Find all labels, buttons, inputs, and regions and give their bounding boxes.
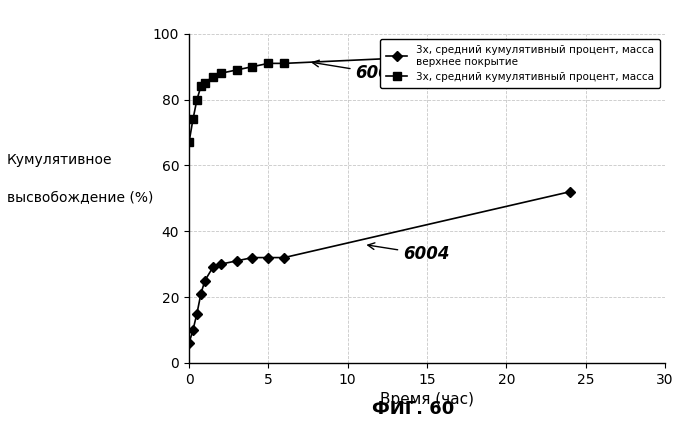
Text: ФИГ. 60: ФИГ. 60 xyxy=(372,400,454,418)
3х, средний кумулятивный процент, масса
верхнее покрытие xyxy=(248,255,257,260)
3х, средний кумулятивный процент, масса xyxy=(201,81,209,86)
3х, средний кумулятивный процент, масса
верхнее покрытие xyxy=(197,291,205,296)
3х, средний кумулятивный процент, масса
верхнее покрытие xyxy=(185,341,193,346)
Line: 3х, средний кумулятивный процент, масса
верхнее покрытие: 3х, средний кумулятивный процент, масса … xyxy=(186,188,573,346)
Text: 6002: 6002 xyxy=(312,60,402,82)
3х, средний кумулятивный процент, масса
верхнее покрытие xyxy=(216,262,225,267)
Text: Кумулятивное: Кумулятивное xyxy=(7,153,113,168)
3х, средний кумулятивный процент, масса
верхнее покрытие xyxy=(280,255,288,260)
3х, средний кумулятивный процент, масса
верхнее покрытие xyxy=(209,265,217,270)
3х, средний кумулятивный процент, масса xyxy=(197,84,205,89)
Text: высвобождение (%): высвобождение (%) xyxy=(7,191,153,206)
3х, средний кумулятивный процент, масса xyxy=(216,71,225,76)
3х, средний кумулятивный процент, масса xyxy=(232,68,241,73)
3х, средний кумулятивный процент, масса
верхнее покрытие xyxy=(566,189,574,194)
3х, средний кумулятивный процент, масса xyxy=(193,97,201,102)
3х, средний кумулятивный процент, масса xyxy=(566,48,574,53)
3х, средний кумулятивный процент, масса xyxy=(185,140,193,145)
X-axis label: Время (час): Время (час) xyxy=(380,392,474,407)
3х, средний кумулятивный процент, масса xyxy=(280,61,288,66)
3х, средний кумулятивный процент, масса
верхнее покрытие xyxy=(201,278,209,283)
3х, средний кумулятивный процент, масса xyxy=(209,74,217,79)
3х, средний кумулятивный процент, масса xyxy=(189,117,197,122)
Text: 6004: 6004 xyxy=(368,243,449,263)
3х, средний кумулятивный процент, масса
верхнее покрытие xyxy=(193,311,201,316)
3х, средний кумулятивный процент, масса xyxy=(248,64,257,69)
Legend: 3х, средний кумулятивный процент, масса
верхнее покрытие, 3х, средний кумулятивн: 3х, средний кумулятивный процент, масса … xyxy=(380,39,660,88)
3х, средний кумулятивный процент, масса
верхнее покрытие xyxy=(189,327,197,333)
3х, средний кумулятивный процент, масса
верхнее покрытие xyxy=(232,258,241,263)
3х, средний кумулятивный процент, масса xyxy=(264,61,272,66)
Line: 3х, средний кумулятивный процент, масса: 3х, средний кумулятивный процент, масса xyxy=(186,46,573,146)
3х, средний кумулятивный процент, масса
верхнее покрытие xyxy=(264,255,272,260)
